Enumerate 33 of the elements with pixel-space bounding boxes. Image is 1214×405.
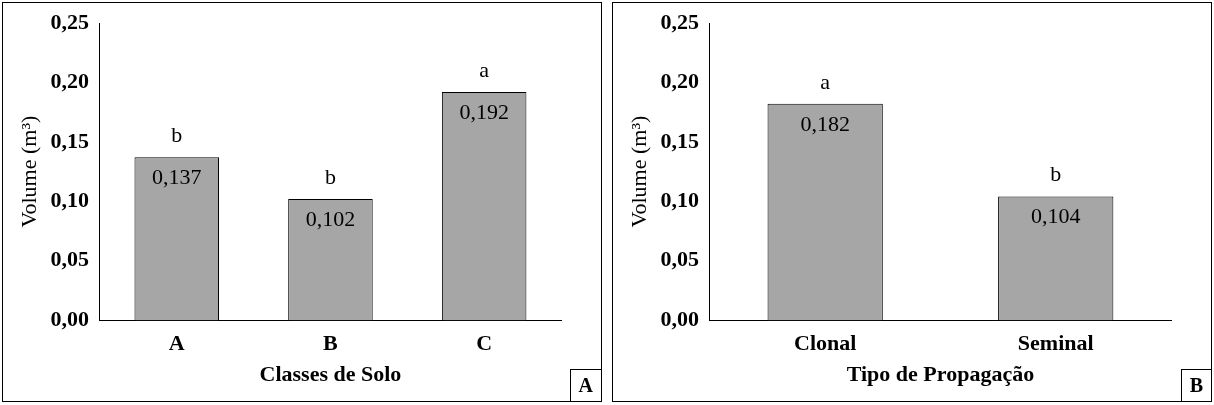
y-tick-label: 0,20 (660, 68, 699, 94)
y-tick-label: 0,10 (660, 187, 699, 213)
text: A (569, 369, 602, 402)
annotation: a (479, 56, 490, 82)
annotation: b (171, 122, 183, 148)
data-label: 0,182 (800, 110, 850, 136)
y-axis-title: Volume (m³) (15, 115, 41, 228)
y-tick-label: 0,15 (50, 127, 89, 153)
annotation: b (1050, 161, 1062, 187)
y-tick-label: 0,10 (50, 187, 89, 213)
data-label: 0,102 (305, 205, 356, 231)
y-tick-label: 0,25 (660, 8, 699, 34)
data-label: 0,137 (152, 164, 202, 190)
x-tick-label: Seminal (1017, 330, 1094, 356)
x-tick-label: C (476, 330, 493, 356)
y-axis-title: Volume (m³) (625, 115, 651, 228)
y-tick-label: 0,05 (660, 246, 699, 272)
x-tick-label: A (168, 330, 185, 356)
data-label: 0,192 (459, 98, 509, 124)
x-tick-label: Clonal (794, 330, 857, 356)
x-tick-label: B (323, 330, 339, 356)
y-tick-label: 0,00 (50, 305, 89, 331)
x-axis-title: Classes de Solo (259, 361, 402, 387)
y-tick-label: 0,00 (660, 305, 699, 331)
y-tick-label: 0,20 (50, 68, 89, 94)
y-tick-label: 0,25 (50, 8, 89, 34)
data-label: 0,104 (1030, 203, 1081, 229)
y-tick-label: 0,05 (50, 246, 89, 272)
annotation: b (324, 163, 336, 189)
text: B (1180, 369, 1212, 402)
y-tick-label: 0,15 (660, 127, 699, 153)
annotation: a (820, 68, 831, 94)
x-axis-title: Tipo de Propagação (846, 361, 1035, 387)
